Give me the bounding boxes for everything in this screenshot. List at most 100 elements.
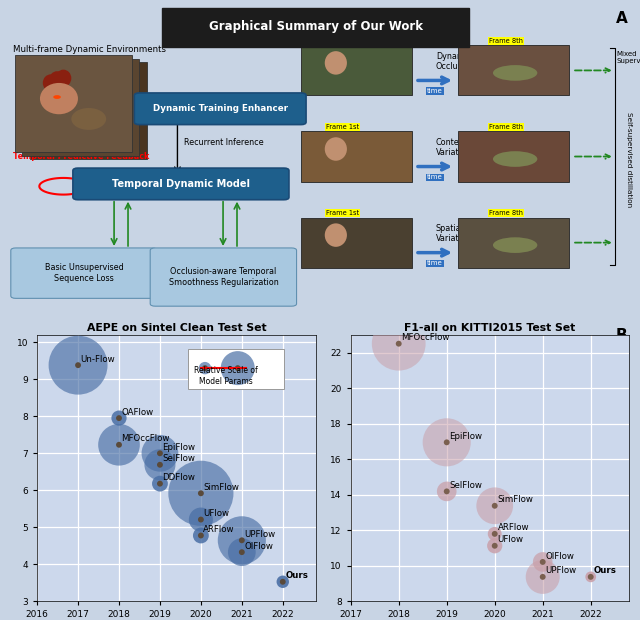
Point — [442, 437, 452, 447]
FancyBboxPatch shape — [150, 248, 296, 306]
Text: UFlow: UFlow — [498, 535, 524, 544]
Point — [196, 531, 206, 541]
Text: Frame 8th: Frame 8th — [489, 210, 523, 216]
Point — [538, 572, 548, 582]
Ellipse shape — [71, 108, 106, 130]
Point — [155, 479, 165, 489]
Text: Frame 1st: Frame 1st — [326, 210, 359, 216]
Point — [394, 339, 404, 348]
Point — [114, 413, 124, 423]
FancyBboxPatch shape — [458, 45, 569, 95]
Point — [200, 363, 210, 373]
Text: Recurrent Inference: Recurrent Inference — [184, 138, 264, 147]
Text: Frame 8th: Frame 8th — [489, 38, 523, 44]
Text: Basic Unsupervised
Sequence Loss: Basic Unsupervised Sequence Loss — [45, 264, 124, 283]
Ellipse shape — [40, 83, 78, 114]
Point — [114, 440, 124, 450]
Point — [196, 515, 206, 525]
Text: UFlow: UFlow — [204, 509, 229, 518]
Point — [155, 448, 165, 458]
Point — [155, 460, 165, 470]
Point — [155, 479, 165, 489]
Text: DDFlow: DDFlow — [163, 473, 195, 482]
Point — [73, 360, 83, 370]
Text: ARFlow: ARFlow — [204, 525, 235, 534]
Ellipse shape — [324, 137, 347, 161]
Point — [586, 572, 596, 582]
FancyBboxPatch shape — [11, 248, 157, 298]
Circle shape — [53, 95, 61, 99]
Point — [232, 363, 243, 373]
Point — [538, 572, 548, 582]
FancyBboxPatch shape — [73, 168, 289, 200]
FancyBboxPatch shape — [188, 349, 284, 389]
Text: Relative Scale of
Model Params: Relative Scale of Model Params — [193, 366, 257, 386]
Point — [538, 557, 548, 567]
Point — [490, 529, 500, 539]
Title: F1-all on KITTI2015 Test Set: F1-all on KITTI2015 Test Set — [404, 322, 575, 333]
Text: ARFlow: ARFlow — [498, 523, 529, 533]
Point — [237, 547, 247, 557]
FancyBboxPatch shape — [161, 8, 469, 47]
Text: Spatial
Variation: Spatial Variation — [436, 224, 472, 243]
Point — [114, 440, 124, 450]
Text: OAFlow: OAFlow — [122, 407, 154, 417]
Text: Dynamic Training Enhancer: Dynamic Training Enhancer — [153, 104, 288, 113]
FancyBboxPatch shape — [458, 131, 569, 182]
Ellipse shape — [324, 223, 347, 247]
Text: Frame 8th: Frame 8th — [489, 124, 523, 130]
Point — [490, 529, 500, 539]
Point — [586, 572, 596, 582]
Ellipse shape — [43, 74, 59, 92]
Text: time: time — [427, 260, 443, 267]
Point — [278, 577, 288, 587]
Point — [196, 515, 206, 525]
Point — [196, 489, 206, 498]
Ellipse shape — [493, 65, 538, 81]
FancyBboxPatch shape — [30, 62, 147, 159]
Text: Un-Flow: Un-Flow — [81, 355, 115, 364]
Point — [490, 541, 500, 551]
Text: Mixed
Supervision: Mixed Supervision — [616, 51, 640, 64]
Point — [196, 531, 206, 541]
Text: SelFlow: SelFlow — [163, 454, 195, 463]
Point — [73, 360, 83, 370]
Point — [237, 535, 247, 545]
Text: MFOccFlow: MFOccFlow — [402, 334, 450, 342]
Point — [237, 535, 247, 545]
Text: UPFlow: UPFlow — [244, 530, 275, 539]
Text: EpiFlow: EpiFlow — [163, 443, 195, 452]
Text: SimFlow: SimFlow — [498, 495, 534, 504]
Ellipse shape — [49, 71, 65, 89]
Text: time: time — [427, 174, 443, 180]
Point — [155, 460, 165, 470]
FancyBboxPatch shape — [301, 218, 412, 268]
Point — [442, 437, 452, 447]
Point — [490, 541, 500, 551]
Point — [442, 487, 452, 497]
FancyBboxPatch shape — [22, 58, 140, 156]
FancyBboxPatch shape — [134, 93, 306, 125]
Text: EpiFlow: EpiFlow — [450, 432, 483, 441]
Ellipse shape — [493, 237, 538, 253]
Text: Ours: Ours — [285, 571, 308, 580]
Point — [232, 363, 243, 373]
FancyBboxPatch shape — [15, 55, 132, 152]
Text: Occlusion-aware Temporal
Smoothness Regularization: Occlusion-aware Temporal Smoothness Regu… — [168, 267, 278, 287]
Text: Frame 1st: Frame 1st — [326, 124, 359, 130]
Text: Graphical Summary of Our Work: Graphical Summary of Our Work — [209, 20, 422, 33]
Text: Content
Variation: Content Variation — [436, 138, 472, 157]
Point — [155, 448, 165, 458]
Point — [490, 501, 500, 511]
Text: UPFlow: UPFlow — [546, 567, 577, 575]
Ellipse shape — [324, 51, 347, 74]
Point — [196, 489, 206, 498]
Text: B: B — [616, 328, 627, 343]
Text: time: time — [427, 88, 443, 94]
Text: Dynamic
Occlusion: Dynamic Occlusion — [436, 51, 475, 71]
Text: MFOccFlow: MFOccFlow — [122, 434, 170, 443]
Point — [490, 501, 500, 511]
Point — [114, 413, 124, 423]
Text: Frame 1st: Frame 1st — [326, 38, 359, 44]
Text: OIFlow: OIFlow — [546, 552, 575, 560]
